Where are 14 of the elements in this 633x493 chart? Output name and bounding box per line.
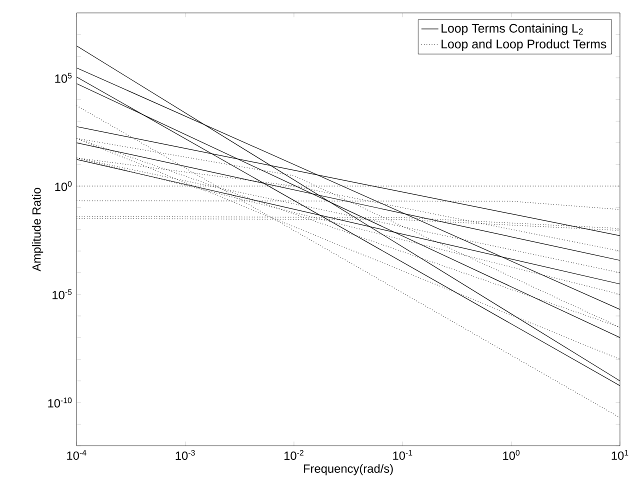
x-tick-label: 10$^{0}$ — [503, 450, 520, 460]
x-axis-title: Frequency(rad/s) — [304, 464, 393, 476]
y-tick-label: 10$^{-5}$ — [52, 290, 72, 300]
x-tick-label: 10$^{-1}$ — [393, 450, 412, 460]
x-tick-label: 10$^{1}$ — [612, 450, 628, 460]
legend-label: Loop Terms Containing L$_{2}$ — [442, 24, 583, 36]
y-tick-label: 10$^{0}$ — [55, 181, 72, 192]
x-tick-label: 10$^{-2}$ — [284, 450, 304, 460]
y-tick-label: 10$^{5}$ — [55, 73, 72, 84]
legend-label: Loop and Loop Product Terms — [442, 40, 606, 52]
y-tick-label: 10$^{-10}$ — [48, 398, 72, 408]
x-tick-label: 10$^{-3}$ — [176, 450, 195, 460]
y-axis-title: Amplitude Ratio — [32, 188, 44, 272]
x-tick-label: 10$^{-4}$ — [67, 450, 86, 460]
